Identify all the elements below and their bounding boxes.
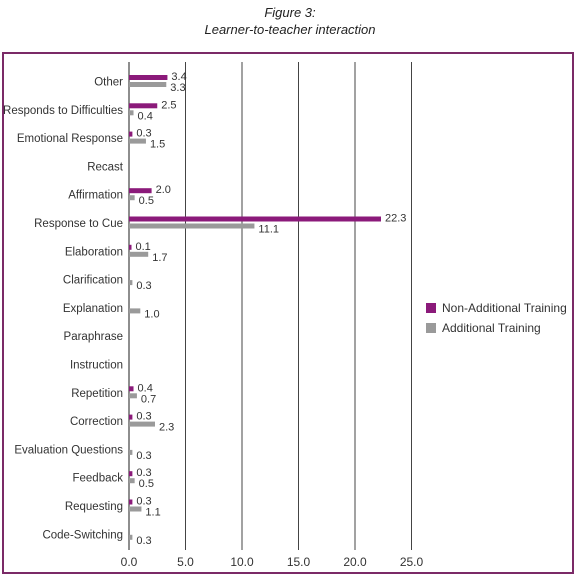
- bar-additional: [129, 449, 133, 455]
- bar-non-additional: [129, 75, 168, 80]
- data-label: 1.1: [145, 507, 160, 519]
- data-label: 1.0: [144, 308, 159, 320]
- data-label: 0.3: [136, 535, 151, 547]
- legend-label-additional: Additional Training: [442, 321, 541, 335]
- legend-label-non-additional: Non-Additional Training: [442, 301, 567, 315]
- x-tick-label: 20.0: [343, 555, 367, 569]
- data-label: 0.4: [138, 382, 153, 394]
- category-label: Responds to Difficulties: [3, 105, 123, 117]
- legend-swatch-additional: [426, 323, 436, 333]
- data-label: 0.3: [136, 467, 151, 479]
- figure-label: Figure 3:: [264, 5, 316, 20]
- x-tick-label: 5.0: [177, 555, 194, 569]
- legend-item-additional: Additional Training: [426, 318, 567, 338]
- data-label: 0.3: [136, 411, 151, 423]
- data-label: 2.0: [156, 184, 171, 196]
- category-label: Response to Cue: [34, 218, 123, 230]
- category-label: Recast: [87, 161, 124, 173]
- bar-non-additional: [129, 386, 134, 392]
- data-label: 2.5: [161, 99, 176, 111]
- bar-non-additional: [129, 216, 381, 222]
- bar-additional: [129, 82, 167, 87]
- data-label: 11.1: [258, 224, 279, 236]
- category-label: Explanation: [63, 303, 123, 315]
- legend-swatch-non-additional: [426, 303, 436, 313]
- bar-non-additional: [129, 414, 133, 420]
- bar-non-additional: [129, 499, 133, 505]
- category-label: Code-Switching: [42, 529, 123, 541]
- bar-non-additional: [129, 188, 152, 194]
- data-label: 0.3: [136, 128, 151, 140]
- category-label: Instruction: [70, 360, 123, 372]
- bar-additional: [129, 478, 135, 484]
- x-tick-label: 25.0: [400, 555, 424, 569]
- legend: Non-Additional Training Additional Train…: [426, 298, 567, 338]
- data-label: 0.5: [139, 478, 154, 490]
- legend-item-non-additional: Non-Additional Training: [426, 298, 567, 318]
- data-label: 3.4: [171, 71, 186, 83]
- bar-non-additional: [129, 471, 133, 477]
- bar-additional: [129, 534, 133, 540]
- data-label: 0.3: [136, 496, 151, 508]
- category-label: Paraphrase: [64, 331, 123, 343]
- figure-title: Learner-to-teacher interaction: [204, 22, 376, 37]
- x-tick-label: 10.0: [230, 555, 254, 569]
- bar-additional: [129, 393, 137, 399]
- bar-non-additional: [129, 131, 133, 137]
- category-label: Feedback: [72, 473, 123, 485]
- data-label: 0.3: [136, 280, 151, 292]
- bar-non-additional: [129, 103, 158, 109]
- category-label: Repetition: [71, 388, 123, 400]
- data-label: 22.3: [385, 213, 406, 225]
- data-label: 0.4: [138, 110, 153, 122]
- category-label: Evaluation Questions: [14, 444, 123, 456]
- bar-additional: [129, 110, 134, 116]
- bar-additional: [129, 223, 255, 229]
- data-label: 2.3: [159, 422, 174, 434]
- bar-additional: [129, 195, 135, 201]
- bar-additional: [129, 308, 141, 314]
- bar-non-additional: [129, 244, 132, 250]
- category-label: Elaboration: [65, 246, 123, 258]
- figure-heading: Figure 3: Learner-to-teacher interaction: [0, 4, 580, 38]
- category-label: Emotional Response: [17, 133, 123, 145]
- category-label: Clarification: [63, 275, 123, 287]
- x-tick-label: 15.0: [287, 555, 311, 569]
- bar-additional: [129, 280, 133, 286]
- data-label: 0.3: [136, 450, 151, 462]
- x-tick-label: 0.0: [121, 555, 138, 569]
- data-label: 0.5: [139, 195, 154, 207]
- data-label: 0.7: [141, 393, 156, 405]
- bar-additional: [129, 421, 155, 427]
- chart-frame: [2, 52, 574, 574]
- category-label: Requesting: [65, 501, 123, 513]
- bar-additional: [129, 251, 149, 257]
- data-label: 1.7: [152, 252, 167, 264]
- data-label: 1.5: [150, 139, 165, 151]
- category-label: Correction: [70, 416, 123, 428]
- bar-additional: [129, 506, 142, 512]
- data-label: 0.1: [136, 241, 151, 253]
- bar-additional: [129, 138, 146, 144]
- category-label: Affirmation: [68, 190, 123, 202]
- category-label: Other: [94, 77, 123, 89]
- data-label: 3.3: [170, 82, 185, 94]
